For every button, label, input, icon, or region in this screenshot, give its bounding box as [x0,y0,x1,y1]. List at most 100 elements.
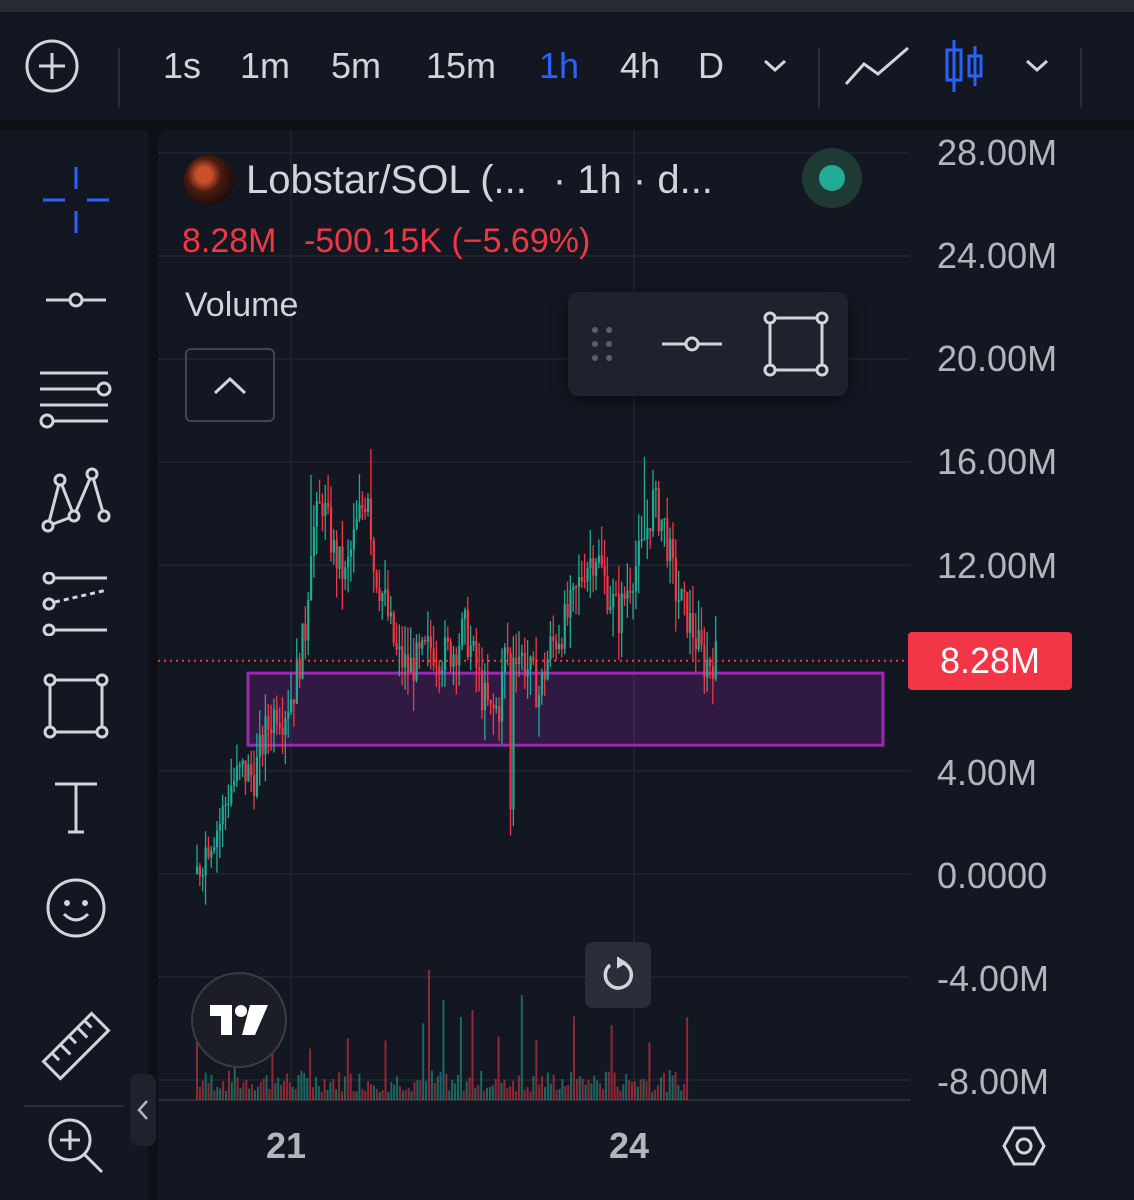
candle-body [241,760,244,765]
candle-body [275,709,278,724]
candle-body [375,571,378,588]
volume-bar [436,1076,439,1100]
volume-bar [254,1090,256,1100]
legend-values: 8.28M -500.15K (−5.69%) [182,222,608,261]
volume-bar [515,1091,517,1100]
candle-body [233,780,236,786]
rectangle-tool[interactable] [24,664,128,748]
market-status-indicator[interactable] [802,148,862,208]
zoom-in-tool[interactable] [24,1104,128,1188]
candle-body [572,586,575,590]
volume-bar [509,1086,512,1100]
candle-body [663,518,666,520]
candle-body [606,575,609,611]
interval-label: 15m [425,45,497,86]
volume-bar [491,1085,494,1100]
candle-body [632,591,635,593]
candle-body [617,594,620,633]
chart-canvas[interactable] [158,130,1134,1200]
candle-body [244,760,247,782]
interval-label: 1m [239,45,290,86]
chart-type-candles-button[interactable] [938,12,990,120]
candle-body [646,528,649,539]
symbol-legend[interactable]: Lobstar/SOL (... · 1h · d... [184,152,713,208]
interval-1m[interactable]: 1m [230,12,300,120]
candle-body [626,590,629,599]
chevron-down-icon [1025,59,1049,73]
price-axis-label: 0.0000 [937,855,1048,896]
volume-bar [468,1077,471,1100]
add-symbol-button[interactable] [20,12,84,120]
candle-body [652,489,655,532]
fib-retracement-tool[interactable] [24,358,128,442]
candle-body [315,501,318,527]
floating-rectangle-button[interactable] [756,306,836,382]
interval-5m[interactable]: 5m [318,12,394,120]
volume-bar [680,1090,683,1100]
candle-body [261,735,264,755]
drawing-toolbar [0,130,148,1200]
text-tool[interactable] [24,766,128,850]
emoji-tool[interactable] [24,866,128,950]
candle-body [555,641,558,650]
horizontal-line-tool[interactable] [24,258,128,342]
candle-body [623,593,626,599]
volume-bar [662,1072,665,1100]
chart-type-dropdown[interactable] [1012,12,1062,120]
volume-bar [227,1070,230,1100]
candle-body [461,619,464,646]
candle-body [272,709,276,734]
chart-settings-button[interactable] [996,1118,1052,1174]
chart-area[interactable]: Lobstar/SOL (... · 1h · d... 8.28M -500.… [158,130,1134,1200]
pattern-tool[interactable] [24,458,128,542]
collapse-toolbar-button[interactable] [130,1074,156,1146]
forecast-icon [42,572,108,636]
interval-15m[interactable]: 15m [412,12,510,120]
floating-horizontal-line-button[interactable] [652,306,732,382]
candle-body [378,587,381,602]
volume-bar [291,1086,294,1100]
volume-bar [665,1091,668,1100]
interval-1s[interactable]: 1s [152,12,212,120]
volume-bar [422,1023,425,1100]
drag-handle[interactable] [582,306,622,382]
xabcd-pattern-icon [41,467,111,533]
reset-icon [603,957,634,990]
reset-chart-button[interactable] [585,942,651,1008]
volume-bar [668,1070,671,1100]
interval-dropdown[interactable] [750,12,800,120]
text-icon [55,782,97,834]
price-axis-label: 24.00M [937,235,1058,276]
candle-body [230,785,233,804]
candle-body [312,526,316,557]
volume-bar [312,1087,314,1100]
volume-bar [430,1070,433,1100]
candle-body [603,565,606,576]
legend-collapse-button[interactable] [185,348,275,422]
interval-d[interactable]: D [690,12,732,120]
interval-1h[interactable]: 1h [528,12,590,120]
candle-body [483,682,487,711]
volume-indicator-label[interactable]: Volume [185,286,299,324]
forecast-tool[interactable] [24,562,128,646]
measure-tool[interactable] [24,1004,128,1088]
volume-bar [549,1083,552,1100]
crosshair-tool[interactable] [24,158,128,242]
candle-body [310,556,313,601]
candle-body [358,504,361,519]
volume-bar [367,1081,370,1100]
volume-bar [326,1090,329,1100]
volume-bar [317,1086,320,1100]
candle-body [557,643,561,650]
volume-bar [454,1083,457,1100]
candle-body [694,638,697,650]
volume-bar [401,1090,404,1100]
drawing-floating-toolbar [568,292,848,396]
interval-4h[interactable]: 4h [608,12,672,120]
tradingview-logo[interactable] [191,972,287,1068]
ruler-icon [41,1011,111,1081]
settings-icon [1002,1126,1046,1166]
candle-body [592,558,595,576]
candle-body [324,502,327,516]
chart-type-line-button[interactable] [842,12,912,120]
